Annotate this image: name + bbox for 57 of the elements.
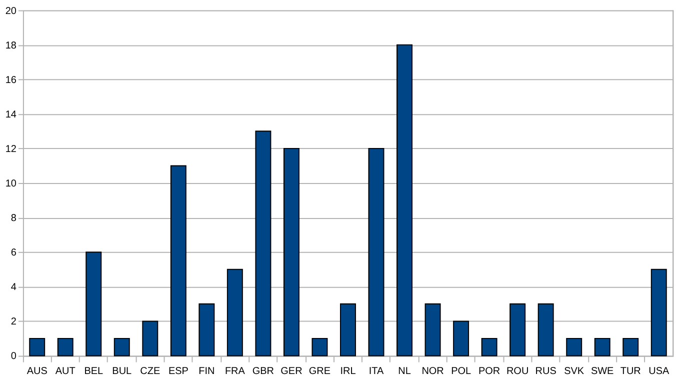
x-tick-label: POR [478,366,500,378]
x-tick-label: NOR [422,366,444,378]
x-tick-label: FIN [198,366,215,378]
x-tick-label: FRA [224,366,246,378]
x-tick-label: ITA [368,366,384,378]
x-tick-label: ROU [506,366,529,378]
bar [538,303,554,356]
y-tick-label: 6 [10,248,17,259]
x-tick-label: SVK [564,366,584,378]
y-tick-label: 20 [5,6,17,17]
bar [396,44,412,356]
x-tick-label: GBR [252,366,274,378]
x-tick-label: RUS [535,366,557,378]
x-tick-label: NL [398,366,412,378]
bar [340,303,356,356]
bar [566,338,582,356]
x-tick-label: AUT [55,366,76,378]
y-tick-label: 2 [10,316,17,328]
x-tick-label: USA [648,366,670,378]
bar [255,130,272,356]
x-tick-label: CZE [140,366,160,378]
bar [170,165,186,356]
bar [453,320,470,356]
y-tick-label: 4 [10,282,17,294]
x-tick-label: AUS [26,366,48,378]
bar [424,303,441,356]
y-tick-label: 8 [10,213,17,224]
bar [226,268,243,356]
bar [594,338,610,356]
x-tick-label: GRE [308,366,331,378]
y-tick-label: 0 [10,351,17,362]
y-tick-label: 16 [5,74,17,86]
bar [29,338,46,356]
bar [142,320,158,356]
bar [650,268,667,356]
x-tick-label: GER [280,366,302,378]
bar [114,338,130,356]
bar [198,303,215,356]
bar [368,148,384,356]
bar [510,303,526,356]
bar [481,338,498,356]
bar [86,252,102,356]
bar [312,338,328,356]
y-tick-label: 18 [5,40,17,52]
bar [283,148,300,356]
y-tick-label: 14 [5,109,17,120]
bar [622,338,639,356]
x-tick-label: SWE [590,366,614,378]
x-tick-label: ESP [168,366,189,378]
y-tick-label: 12 [5,144,17,155]
y-tick-label: 10 [5,178,17,190]
bar [57,338,74,356]
x-tick-label: BUL [112,366,132,378]
x-tick-label: POL [451,366,472,378]
x-tick-label: TUR [620,366,641,378]
x-tick-label: IRL [340,366,356,378]
x-tick-label: BEL [84,366,104,378]
